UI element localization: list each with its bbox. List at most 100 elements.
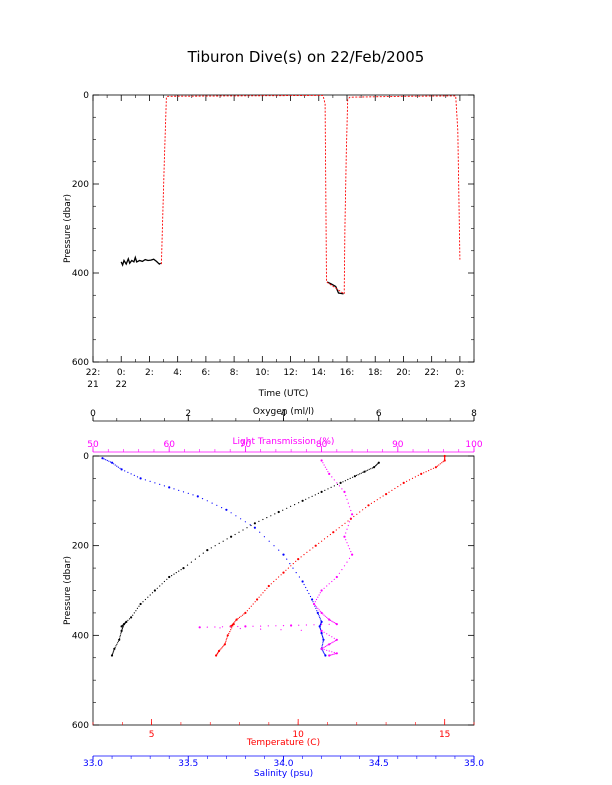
light-point <box>335 652 338 655</box>
light-tick-label: 70 <box>240 440 252 450</box>
light-series <box>198 459 354 657</box>
temperature-dot <box>226 637 228 639</box>
light-dot <box>313 624 315 626</box>
light-dot <box>329 619 332 622</box>
salinity-point <box>101 457 104 460</box>
temperature-dot <box>300 556 302 558</box>
oxygen-dot <box>308 497 310 499</box>
oxygen-dot <box>194 558 196 560</box>
temperature-dot <box>326 536 329 538</box>
salinity-dot <box>298 576 300 578</box>
temperature-dot <box>347 520 349 522</box>
light-point <box>343 490 346 493</box>
light-dot <box>305 624 307 626</box>
temperature-dot <box>234 621 236 623</box>
light-dot <box>315 606 318 608</box>
x-axis-label: Time (UTC) <box>258 389 309 399</box>
salinity-dot <box>309 595 312 598</box>
oxygen-dot <box>371 467 373 469</box>
oxygen-dot <box>270 515 272 517</box>
temperature-dot <box>221 647 223 649</box>
temperature-point <box>443 454 446 458</box>
light-dot <box>327 644 329 646</box>
light-point <box>335 638 338 641</box>
oxygen-dot <box>357 474 359 476</box>
oxygen-dot <box>376 463 378 465</box>
light-dot <box>333 622 335 624</box>
salinity-point <box>318 625 321 628</box>
oxygen-dot <box>368 468 370 470</box>
oxygen-dot <box>370 468 372 470</box>
temperature-dot <box>408 479 411 481</box>
salinity-dot <box>322 650 324 652</box>
salinity-point <box>320 632 323 635</box>
y-tick-label: 400 <box>72 269 89 279</box>
light-dot <box>318 594 320 596</box>
temperature-dot <box>219 649 221 651</box>
temperature-point <box>223 643 226 646</box>
oxygen-dot <box>111 653 113 656</box>
x-tick-label: 22: <box>424 368 438 378</box>
oxygen-dot <box>333 485 335 487</box>
temperature-dot <box>359 511 361 513</box>
light-dot <box>324 615 326 617</box>
light-dot <box>345 539 347 541</box>
salinity-dot <box>286 558 288 560</box>
light-dot <box>346 498 348 500</box>
temperature-point <box>434 466 437 469</box>
oxygen-dot <box>365 470 367 472</box>
temperature-tick-label: 10 <box>292 730 304 740</box>
light-point <box>328 618 331 621</box>
x-tick-sublabel: 22 <box>115 380 126 390</box>
salinity-series <box>101 457 327 657</box>
temperature-dot <box>246 610 248 612</box>
salinity-dot <box>322 651 325 653</box>
light-dot <box>347 502 349 504</box>
light-dot <box>338 572 340 574</box>
temperature-dot <box>252 603 254 605</box>
light-dot <box>315 598 318 601</box>
oxygen-dot <box>119 636 121 638</box>
temperature-dot <box>258 596 260 598</box>
salinity-dot <box>322 635 324 638</box>
y-tick-label: 400 <box>72 631 89 641</box>
light-point <box>328 654 331 657</box>
oxygen-dot <box>171 575 173 577</box>
x-tick-sublabel: 23 <box>454 380 465 390</box>
light-dot <box>267 625 269 627</box>
oxygen-dot <box>138 605 140 607</box>
x-tick-label: 8: <box>230 368 239 378</box>
oxygen-dot <box>190 561 192 563</box>
y-tick-label: 600 <box>72 358 89 368</box>
temperature-dot <box>414 476 416 478</box>
oxygen-dot <box>266 517 268 519</box>
light-tick-label: 90 <box>392 440 404 450</box>
light-dot <box>239 627 241 630</box>
salinity-tick-label: 34.0 <box>273 759 293 769</box>
light-dot <box>282 625 285 627</box>
salinity-dot <box>163 485 165 487</box>
salinity-point <box>120 468 123 471</box>
light-point <box>328 643 331 646</box>
oxygen-dot <box>116 643 118 645</box>
plot-frame <box>92 455 475 726</box>
temperature-dot <box>425 471 427 473</box>
oxygen-dot <box>127 619 129 622</box>
oxygen-point <box>277 510 280 514</box>
light-point <box>328 472 331 475</box>
temperature-point <box>443 459 446 462</box>
oxygen-dot <box>121 629 123 631</box>
oxygen-dot <box>180 569 182 571</box>
x-tick-label: 2: <box>145 368 154 378</box>
temperature-point <box>282 571 285 574</box>
oxygen-dot <box>149 594 151 596</box>
light-dot <box>323 464 325 466</box>
oxygen-dot <box>123 623 125 625</box>
salinity-dot <box>108 460 110 462</box>
salinity-dot <box>323 652 325 654</box>
salinity-dot <box>263 536 265 538</box>
light-dot <box>345 495 347 497</box>
salinity-dot <box>289 563 291 565</box>
oxygen-dot <box>274 513 276 515</box>
chart-title: Tiburon Dive(s) on 22/Feb/2005 <box>187 48 425 66</box>
